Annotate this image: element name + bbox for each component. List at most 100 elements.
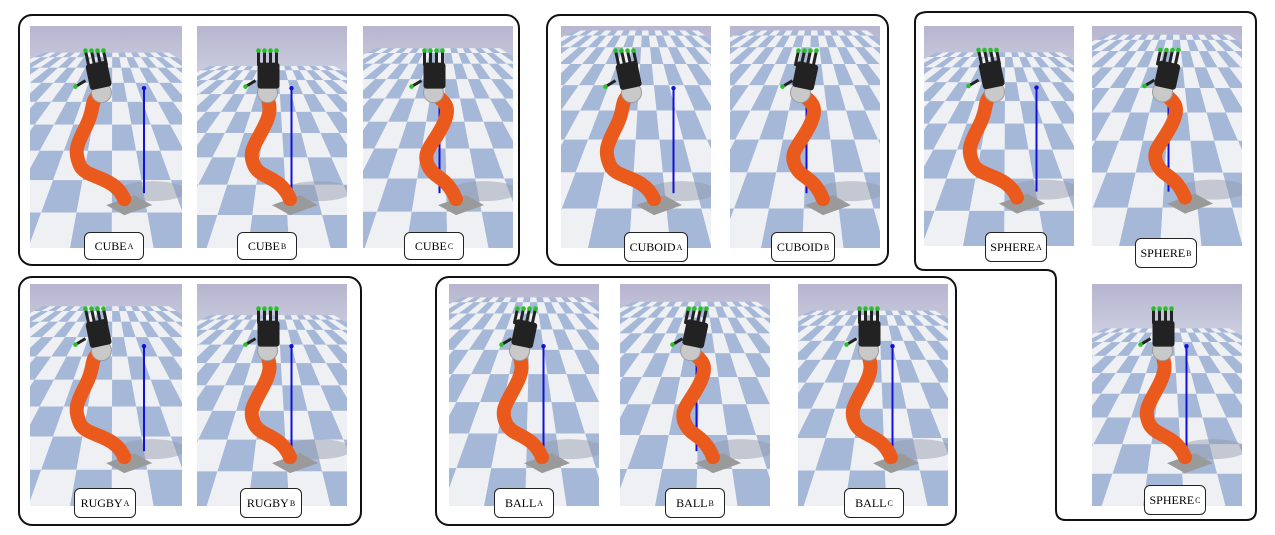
floor-tile xyxy=(853,35,873,48)
floor-tile xyxy=(149,52,163,58)
floor-tile xyxy=(683,85,711,111)
floor-tile xyxy=(561,172,605,209)
floor-tile xyxy=(768,172,806,209)
floor-tile xyxy=(210,80,235,95)
floor-tile xyxy=(924,67,952,83)
robot-arm xyxy=(243,48,347,216)
floor-tile xyxy=(111,150,142,181)
floor-tile xyxy=(620,306,638,318)
floor-tile xyxy=(296,329,315,345)
floor-tile xyxy=(639,404,675,435)
floor-tile xyxy=(112,67,124,83)
floor-tile xyxy=(216,70,237,81)
floor-tile xyxy=(315,315,328,320)
floor-tile xyxy=(744,301,758,307)
floor-tile xyxy=(229,315,242,320)
floor-tile xyxy=(620,30,630,36)
floor-tile xyxy=(561,208,562,211)
floor-tile xyxy=(30,150,64,181)
floor-tile xyxy=(1092,88,1095,92)
floor-tile xyxy=(796,30,805,36)
floor-tile xyxy=(41,321,68,338)
fingertip xyxy=(89,48,94,53)
floor-tile xyxy=(475,48,487,53)
floor-tile xyxy=(941,52,956,58)
floor-tile xyxy=(1214,88,1242,113)
finger xyxy=(696,307,702,325)
floor-tile xyxy=(207,319,230,330)
floor-tile xyxy=(653,85,676,111)
floor-tile xyxy=(1092,172,1107,208)
robot-arm xyxy=(599,48,711,216)
floor-tile xyxy=(501,297,512,303)
floor-tile xyxy=(561,208,597,248)
fingertip xyxy=(966,83,971,89)
floor-tile xyxy=(663,64,684,86)
floor-tile xyxy=(730,85,749,111)
floor-tile xyxy=(30,406,64,437)
label-subscript: B xyxy=(823,242,830,252)
floor-tile xyxy=(1216,51,1241,68)
floor-tile xyxy=(842,30,854,36)
floor-tile xyxy=(707,139,711,149)
floor-tile xyxy=(750,85,779,111)
floor-tile xyxy=(623,301,640,307)
floor-tile xyxy=(578,30,593,36)
floor-tile xyxy=(112,337,128,357)
floor-tile xyxy=(409,63,427,80)
floor-tile xyxy=(900,382,931,409)
floor-tile xyxy=(924,123,929,130)
floor-tile xyxy=(605,47,624,65)
floor-tile xyxy=(837,310,849,316)
floor-tile xyxy=(34,101,67,125)
floor-tile xyxy=(1092,332,1104,339)
floor-tile xyxy=(1199,88,1226,113)
floor-tile xyxy=(799,315,824,326)
floor-tile xyxy=(1029,52,1041,58)
sim-scene xyxy=(197,306,347,506)
floor-tile xyxy=(1092,342,1094,344)
floor-tile xyxy=(1191,34,1201,40)
robot-arm xyxy=(243,306,347,474)
floor-tile xyxy=(131,379,161,407)
floor-tile xyxy=(150,379,182,407)
floor-tile xyxy=(112,321,124,338)
target-point xyxy=(141,343,147,349)
floor-tile xyxy=(39,379,74,407)
floor-tile xyxy=(205,363,236,386)
floor-tile xyxy=(1124,328,1137,333)
floor-tile xyxy=(30,356,37,364)
floor-tile xyxy=(880,359,901,383)
floor-tile xyxy=(321,65,335,71)
floor-tile xyxy=(1031,67,1052,83)
floor-tile xyxy=(506,63,513,69)
floor-tile xyxy=(278,319,288,330)
floor-tile xyxy=(798,315,810,322)
floor-tile xyxy=(147,82,174,102)
finger xyxy=(1162,48,1168,66)
fingertip xyxy=(256,48,261,53)
floor-tile xyxy=(69,306,81,311)
floor-tile xyxy=(916,310,929,316)
fingertip xyxy=(83,306,88,311)
floor-tile xyxy=(1177,393,1203,418)
floor-tile xyxy=(675,64,700,86)
floor-tile xyxy=(119,310,131,322)
floor-tile xyxy=(740,30,756,36)
floor-tile xyxy=(1005,57,1015,68)
fingertip xyxy=(692,306,697,311)
label-subscript: B xyxy=(708,498,714,508)
floor-tile xyxy=(823,310,836,316)
floor-tile xyxy=(1124,67,1148,89)
floor-tile xyxy=(1190,140,1223,173)
floor-tile xyxy=(471,349,499,375)
floor-tile xyxy=(761,30,775,36)
floor-tile xyxy=(1197,328,1209,333)
floor-tile xyxy=(374,48,389,53)
floor-tile xyxy=(926,359,948,383)
floor-tile xyxy=(1065,101,1074,114)
floor-tile xyxy=(157,321,182,338)
floor-tile xyxy=(290,315,300,320)
floor-tile xyxy=(388,98,415,122)
floor-tile xyxy=(409,48,420,53)
